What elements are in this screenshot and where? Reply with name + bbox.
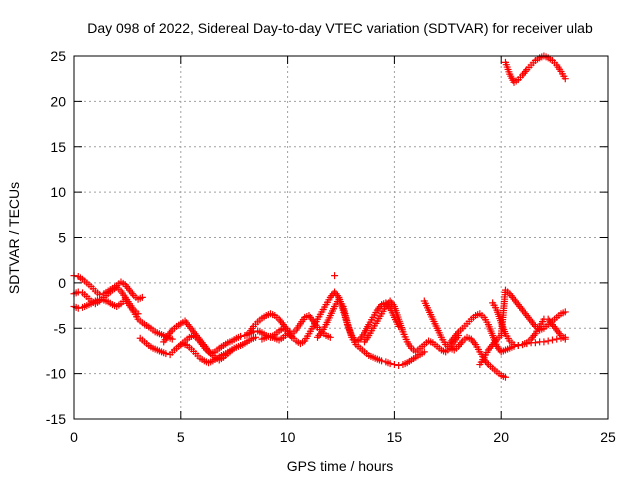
data-point <box>262 333 270 341</box>
y-tick-label: 0 <box>58 275 66 291</box>
y-tick-label: 10 <box>50 184 66 200</box>
chart-title: Day 098 of 2022, Sidereal Day-to-day VTE… <box>87 20 593 36</box>
data-markers <box>70 52 569 381</box>
data-point <box>326 333 334 341</box>
y-tick-label: 5 <box>58 230 66 246</box>
data-point <box>96 295 104 303</box>
data-point <box>561 335 569 343</box>
data-point <box>168 335 176 343</box>
y-tick-label: -10 <box>46 366 66 382</box>
data-point <box>561 75 569 83</box>
y-tick-label: -15 <box>46 411 66 427</box>
data-point <box>138 293 146 301</box>
grid-lines <box>74 56 608 419</box>
data-point <box>501 373 509 381</box>
y-tick-label: 15 <box>50 139 66 155</box>
data-point <box>514 341 522 349</box>
data-point <box>228 346 236 354</box>
data-point <box>510 341 518 349</box>
data-point <box>378 357 386 365</box>
data-point <box>561 308 569 316</box>
y-tick-label: 20 <box>50 93 66 109</box>
x-tick-label: 25 <box>600 429 616 445</box>
data-point <box>553 335 561 343</box>
x-tick-label: 20 <box>493 429 509 445</box>
x-tick-label: 15 <box>387 429 403 445</box>
data-point <box>531 339 539 347</box>
data-point <box>544 337 552 345</box>
x-tick-label: 0 <box>70 429 78 445</box>
data-point <box>540 338 548 346</box>
data-point <box>74 304 82 312</box>
axis-ticks <box>73 55 609 420</box>
data-point <box>331 272 339 280</box>
data-point <box>74 288 82 296</box>
data-point <box>420 348 428 356</box>
y-tick-label: 25 <box>50 48 66 64</box>
data-point <box>237 332 245 340</box>
data-point <box>390 361 398 369</box>
x-axis-label: GPS time / hours <box>287 458 394 474</box>
data-point <box>548 336 556 344</box>
x-tick-label: 5 <box>177 429 185 445</box>
y-axis-label: SDTVAR / TECUs <box>6 182 22 294</box>
y-tick-label: -5 <box>54 320 67 336</box>
data-point <box>252 333 260 341</box>
tick-labels: 0 5 10 15 20 25 -15 -10 -5 0 5 10 15 20 25 <box>46 48 616 445</box>
x-tick-label: 10 <box>280 429 296 445</box>
data-point <box>386 360 394 368</box>
data-point <box>395 361 403 369</box>
data-point <box>162 350 170 358</box>
